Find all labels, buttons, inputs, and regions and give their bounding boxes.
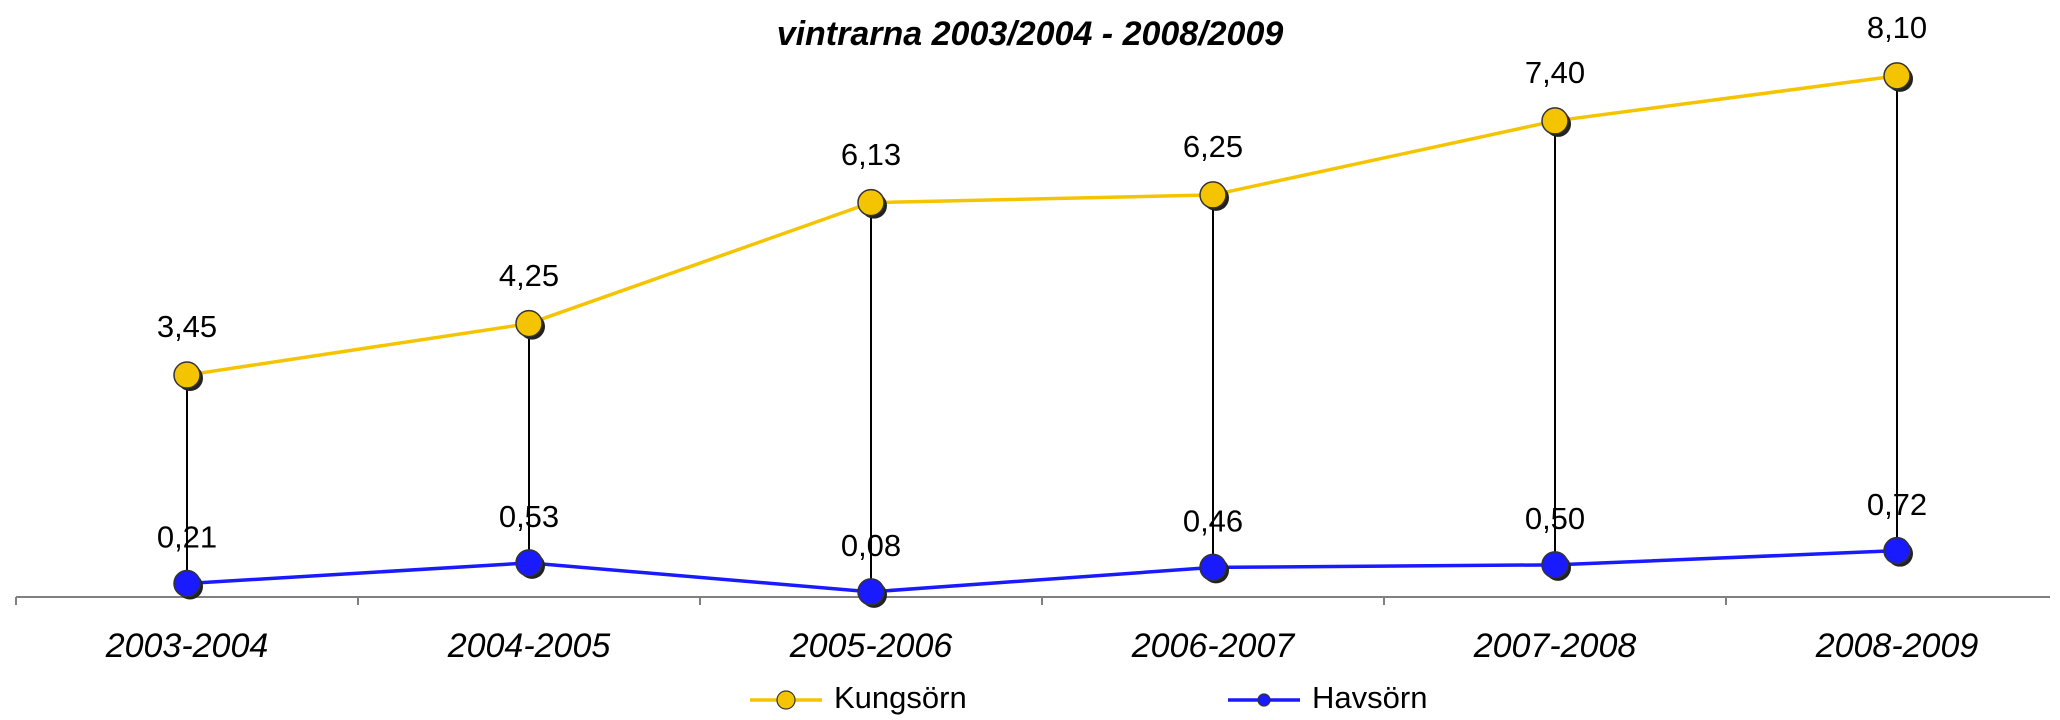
marker: [1542, 552, 1568, 578]
marker: [174, 570, 200, 596]
marker: [516, 311, 542, 337]
value-label: 6,13: [841, 137, 901, 172]
marker: [516, 550, 542, 576]
value-label: 0,53: [499, 499, 559, 534]
page: vintrarna 2003/2004 - 2008/2009 2003-200…: [0, 0, 2060, 720]
chart: vintrarna 2003/2004 - 2008/2009 2003-200…: [0, 0, 2060, 720]
marker: [858, 190, 884, 216]
marker: [1542, 108, 1568, 134]
marker: [858, 579, 884, 605]
x-tick-label: 2008-2009: [1815, 627, 1979, 665]
x-tick-label: 2003-2004: [105, 627, 269, 665]
marker: [1884, 538, 1910, 564]
x-tick-label: 2007-2008: [1473, 627, 1637, 665]
value-label: 0,21: [157, 520, 217, 555]
value-label: 0,08: [841, 528, 901, 563]
value-label: 0,50: [1525, 501, 1585, 536]
marker: [1884, 63, 1910, 89]
value-label: 0,72: [1867, 487, 1927, 522]
marker: [174, 362, 200, 388]
value-label: 0,46: [1183, 504, 1243, 539]
chart-title: vintrarna 2003/2004 - 2008/2009: [777, 15, 1284, 53]
value-label: 3,45: [157, 309, 217, 344]
legend-marker: [1258, 694, 1270, 706]
x-tick-label: 2005-2006: [789, 627, 953, 665]
legend-label: Kungsörn: [834, 680, 967, 715]
value-label: 6,25: [1183, 129, 1243, 164]
value-label: 7,40: [1525, 55, 1585, 90]
legend-label: Havsörn: [1312, 680, 1427, 715]
series-line: [187, 551, 1897, 592]
x-tick-label: 2004-2005: [447, 627, 611, 665]
x-tick-label: 2006-2007: [1131, 627, 1296, 665]
value-label: 4,25: [499, 258, 559, 293]
legend-marker: [777, 691, 795, 709]
series-line: [187, 76, 1897, 375]
value-label: 8,10: [1867, 10, 1927, 45]
marker: [1200, 182, 1226, 208]
marker: [1200, 554, 1226, 580]
